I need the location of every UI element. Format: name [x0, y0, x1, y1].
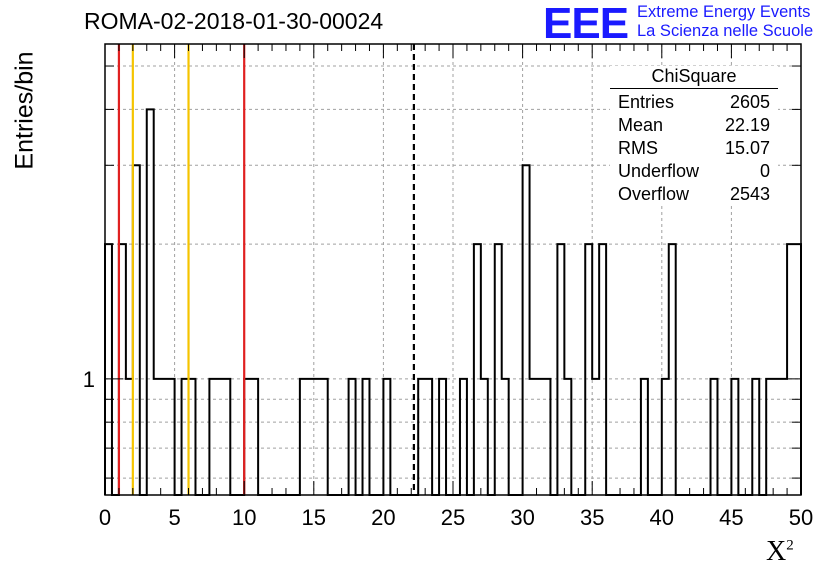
x-tick-label: 50: [789, 505, 813, 530]
x-tick-label: 40: [650, 505, 674, 530]
x-tick-label: 45: [719, 505, 743, 530]
stats-box-title: ChiSquare: [610, 66, 778, 89]
chart-title: ROMA-02-2018-01-30-00024: [84, 8, 384, 34]
x-tick-label: 20: [371, 505, 395, 530]
stats-label: RMS: [618, 138, 658, 158]
x-tick-label: 10: [232, 505, 256, 530]
stats-row-underflow: Underflow 0: [610, 160, 778, 183]
stats-label: Mean: [618, 115, 664, 135]
x-tick-label: 0: [99, 505, 111, 530]
x-tick-label: 35: [580, 505, 604, 530]
x-tick-label: 5: [168, 505, 180, 530]
stats-box: ChiSquare Entries 2605 Mean 22.19 RMS 15…: [610, 66, 778, 206]
stats-row-overflow: Overflow 2543: [610, 183, 778, 206]
logo-text-line1: Extreme Energy Events: [637, 3, 811, 21]
grid-layer: [105, 44, 801, 495]
stats-value: 15.07: [724, 138, 770, 158]
reference-lines-layer: [117, 44, 415, 495]
stats-value: 0: [759, 161, 770, 181]
stats-value: 2543: [729, 184, 770, 204]
stats-label: Entries: [618, 92, 675, 112]
eee-logo-mark: EEE: [543, 0, 629, 48]
stats-value: 2605: [729, 92, 770, 112]
stats-row-rms: RMS 15.07: [610, 137, 778, 160]
plot-frame: [104, 43, 802, 496]
x-tick-label: 30: [510, 505, 534, 530]
x-tick-label: 25: [441, 505, 465, 530]
logo-text-line2: La Scienza nelle Scuole: [637, 22, 814, 40]
y-axis-label: Entries/bin: [10, 51, 39, 170]
stats-label: Overflow: [618, 184, 690, 204]
stats-row-entries: Entries 2605: [610, 91, 778, 114]
stats-label: Underflow: [618, 161, 700, 181]
stats-row-mean: Mean 22.19: [610, 114, 778, 137]
y-tick-label: 1: [83, 367, 95, 392]
stats-value: 22.19: [724, 115, 770, 135]
tick-labels-layer: 0 5 10 15 20 25 30 35 40 45 50 1: [83, 367, 813, 530]
x-axis-label: X2: [766, 536, 794, 567]
x-tick-label: 15: [302, 505, 326, 530]
